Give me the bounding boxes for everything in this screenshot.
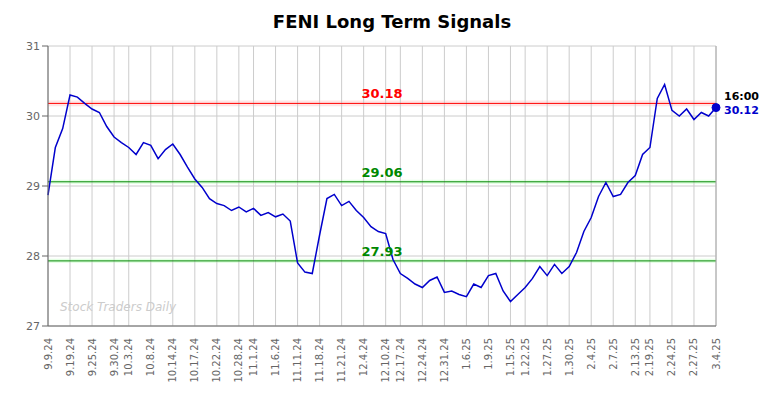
svg-text:1.6.25: 1.6.25 — [461, 338, 472, 370]
svg-text:10.22.24: 10.22.24 — [211, 338, 222, 383]
svg-text:11.18.24: 11.18.24 — [314, 338, 325, 383]
html-text:Stock Traders Daily: Stock Traders Daily — [60, 300, 177, 314]
svg-text:11.21.24: 11.21.24 — [336, 338, 347, 383]
svg-text:12.31.24: 12.31.24 — [439, 338, 450, 383]
svg-text:1.27.25: 1.27.25 — [542, 338, 553, 376]
svg-text:2.24.25: 2.24.25 — [666, 338, 677, 376]
svg-text:29.06: 29.06 — [361, 165, 402, 180]
svg-text:12.4.24: 12.4.24 — [358, 338, 369, 376]
svg-text:1.15.25: 1.15.25 — [505, 338, 516, 376]
svg-text:11.6.24: 11.6.24 — [270, 338, 281, 376]
svg-text:2.13.25: 2.13.25 — [630, 338, 641, 376]
svg-text:3.4.25: 3.4.25 — [711, 338, 722, 370]
svg-text:1.22.25: 1.22.25 — [520, 338, 531, 376]
svg-text:9.9.24: 9.9.24 — [43, 338, 54, 370]
svg-text:2.27.25: 2.27.25 — [688, 338, 699, 376]
svg-text:12.10.24: 12.10.24 — [380, 338, 391, 383]
svg-text:2.4.25: 2.4.25 — [586, 338, 597, 370]
svg-text:9.19.24: 9.19.24 — [65, 338, 76, 376]
svg-text:16:00: 16:00 — [724, 90, 759, 103]
svg-text:10.8.24: 10.8.24 — [145, 338, 156, 376]
svg-text:31: 31 — [26, 40, 40, 53]
svg-text:10.14.24: 10.14.24 — [167, 338, 178, 383]
svg-text:27.93: 27.93 — [361, 244, 402, 259]
svg-text:28: 28 — [26, 250, 40, 263]
svg-text:30.12: 30.12 — [724, 104, 759, 117]
svg-text:12.17.24: 12.17.24 — [395, 338, 406, 383]
html-text:FENI Long Term Signals: FENI Long Term Signals — [272, 11, 512, 32]
svg-text:10.3.24: 10.3.24 — [123, 338, 134, 376]
svg-text:10.28.24: 10.28.24 — [233, 338, 244, 383]
svg-text:9.25.24: 9.25.24 — [87, 338, 98, 376]
svg-text:10.17.24: 10.17.24 — [189, 338, 200, 383]
svg-text:12.24.24: 12.24.24 — [417, 338, 428, 383]
svg-text:2.19.25: 2.19.25 — [644, 338, 655, 376]
svg-text:9.30.24: 9.30.24 — [109, 338, 120, 376]
svg-text:11.1.24: 11.1.24 — [248, 338, 259, 376]
svg-text:1.9.25: 1.9.25 — [483, 338, 494, 370]
svg-text:1.30.25: 1.30.25 — [564, 338, 575, 376]
svg-text:27: 27 — [26, 320, 40, 333]
svg-text:29: 29 — [26, 180, 40, 193]
svg-text:2.7.25: 2.7.25 — [608, 338, 619, 370]
svg-text:11.11.24: 11.11.24 — [292, 338, 303, 383]
svg-text:30.18: 30.18 — [361, 86, 402, 101]
svg-text:30: 30 — [26, 110, 40, 123]
